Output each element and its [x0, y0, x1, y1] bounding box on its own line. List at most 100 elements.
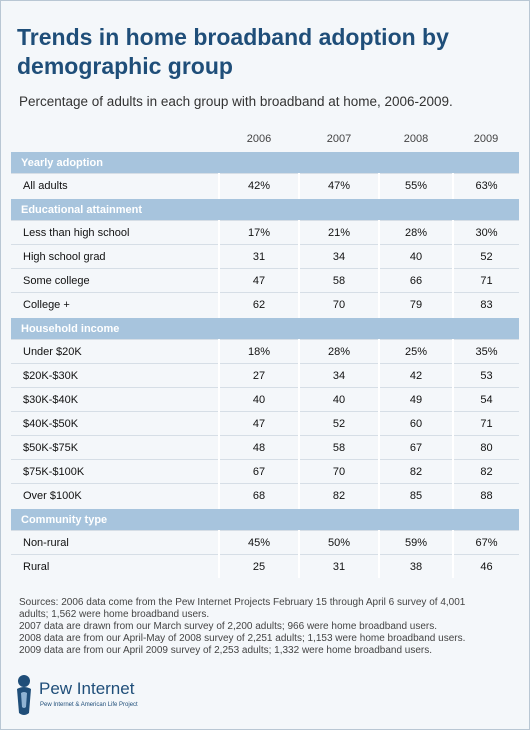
data-row: $75K-$100K 67 70 82 82 — [11, 459, 519, 484]
cell-value: 21% — [298, 220, 379, 245]
cell-value: 47 — [218, 268, 299, 293]
cell-value: 30% — [452, 220, 519, 245]
cell-value: 42 — [378, 363, 453, 388]
table-body: Yearly adoption All adults 42% 47% 55% 63% Edu… — [11, 150, 519, 578]
data-row: $20K-$30K 27 34 42 53 — [11, 363, 519, 388]
cell-value: 50% — [298, 530, 379, 555]
cell-value: 79 — [378, 292, 453, 317]
cell-value: 45% — [218, 530, 299, 555]
data-row: All adults 42% 47% 55% 63% — [11, 173, 519, 198]
row-label: High school grad — [11, 244, 219, 269]
section-header-row: Educational attainment — [11, 197, 519, 221]
cell-value: 25% — [378, 339, 453, 364]
column-header: 2007 — [326, 132, 352, 145]
cell-value: 71 — [452, 411, 519, 436]
logo-tagline: Pew Internet & American Life Project — [40, 702, 138, 708]
cell-value: 53 — [452, 363, 519, 388]
section-title: Yearly adoption — [11, 150, 519, 174]
row-label: Non-rural — [11, 530, 219, 555]
data-row: Rural 25 31 38 46 — [11, 554, 519, 578]
cell-value: 82 — [452, 459, 519, 484]
row-label: Less than high school — [11, 220, 219, 245]
data-table: 2006 2007 2008 2009 Yearly adoption All adul… — [11, 127, 519, 578]
data-row: College +62 70 79 83 — [11, 292, 519, 317]
cell-value: 18% — [218, 339, 299, 364]
data-row: Under $20K 18% 28% 25% 35% — [11, 339, 519, 364]
notes: Sources: 2006 data come from the Pew Int… — [19, 597, 469, 657]
logo-name: Pew Internet — [39, 679, 135, 698]
row-label: Some college — [11, 268, 219, 293]
data-row: $40K-$50K 47 52 60 71 — [11, 411, 519, 436]
logo-icon — [17, 675, 31, 715]
cell-value: 82 — [378, 459, 453, 484]
row-label: Over $100K — [11, 483, 219, 508]
row-label: $75K-$100K — [11, 459, 219, 484]
data-row: Over $100K 68 82 85 88 — [11, 483, 519, 508]
cell-value: 47% — [298, 173, 379, 198]
data-row: Less than high school 17% 21% 28% 30% — [11, 220, 519, 245]
cell-value: 88 — [452, 483, 519, 508]
note-line: 2007 data are drawn from our March surve… — [19, 621, 438, 632]
data-row: $30K-$40K 40 40 49 54 — [11, 387, 519, 412]
cell-value: 60 — [378, 411, 453, 436]
cell-value: 58 — [298, 435, 379, 460]
cell-value: 54 — [452, 387, 519, 412]
cell-value: 31 — [298, 554, 379, 578]
row-label: $50K-$75K — [11, 435, 219, 460]
cell-value: 71 — [452, 268, 519, 293]
cell-value: 49 — [378, 387, 453, 412]
row-label: $30K-$40K — [11, 387, 219, 412]
section-header-row: Community type — [11, 507, 519, 531]
section-title: Educational attainment — [11, 197, 519, 221]
column-header: 2009 — [473, 132, 499, 145]
data-row: Some college 47 58 66 71 — [11, 268, 519, 293]
cell-value: 85 — [378, 483, 453, 508]
cell-value: 48 — [218, 435, 299, 460]
cell-value: 34 — [298, 363, 379, 388]
cell-value: 40 — [378, 244, 453, 269]
row-label: Rural — [11, 554, 219, 578]
section-header-row: Yearly adoption — [11, 150, 519, 174]
cell-value: 66 — [378, 268, 453, 293]
cell-value: 25 — [218, 554, 299, 578]
cell-value: 31 — [218, 244, 299, 269]
subtitle: Percentage of adults in each group with … — [19, 94, 453, 109]
cell-value: 28% — [298, 339, 379, 364]
cell-value: 52 — [298, 411, 379, 436]
cell-value: 67 — [218, 459, 299, 484]
cell-value: 38 — [378, 554, 453, 578]
section-title: Household income — [11, 316, 519, 340]
blank-header — [11, 127, 219, 151]
cell-value: 67% — [452, 530, 519, 555]
cell-value: 80 — [452, 435, 519, 460]
cell-value: 55% — [378, 173, 453, 198]
cell-value: 34 — [298, 244, 379, 269]
row-label: $20K-$30K — [11, 363, 219, 388]
note-line: 2008 data are from our April-May of 2008… — [19, 633, 466, 644]
logo: Pew Internet Pew Internet & American Lif… — [13, 673, 138, 722]
cell-value: 82 — [298, 483, 379, 508]
cell-value: 63% — [452, 173, 519, 198]
note-line: Sources: 2006 data come from the Pew Int… — [19, 597, 466, 620]
cell-value: 27 — [218, 363, 299, 388]
title: Trends in home broadband adoption by dem… — [17, 24, 449, 79]
cell-value: 83 — [452, 292, 519, 317]
cell-value: 40 — [218, 387, 299, 412]
cell-value: 68 — [218, 483, 299, 508]
cell-value: 17% — [218, 220, 299, 245]
header-row: 2006 2007 2008 2009 — [11, 127, 519, 151]
row-label: $40K-$50K — [11, 411, 219, 436]
cell-value: 70 — [298, 292, 379, 317]
data-row: $50K-$75K 48 58 67 80 — [11, 435, 519, 460]
data-row: High school grad 31 34 40 52 — [11, 244, 519, 269]
cell-value: 62 — [218, 292, 299, 317]
row-label: All adults — [11, 173, 219, 198]
cell-value: 52 — [452, 244, 519, 269]
cell-value: 58 — [298, 268, 379, 293]
cell-value: 59% — [378, 530, 453, 555]
column-header: 2008 — [403, 132, 429, 145]
row-label: Under $20K — [11, 339, 219, 364]
cell-value: 42% — [218, 173, 299, 198]
cell-value: 40 — [298, 387, 379, 412]
